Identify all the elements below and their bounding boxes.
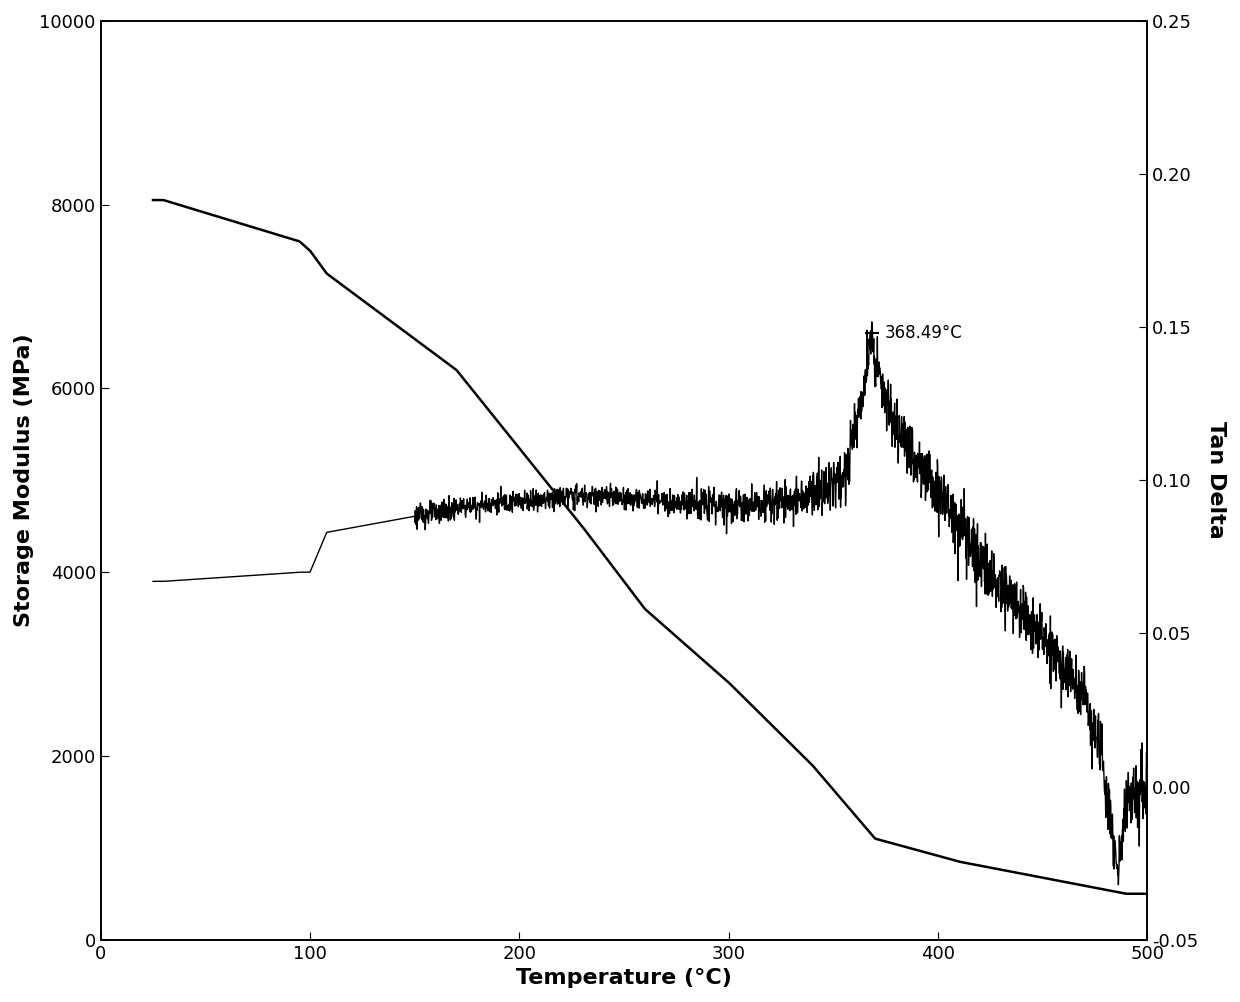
- X-axis label: Temperature (°C): Temperature (°C): [516, 968, 732, 988]
- Text: 368.49°C: 368.49°C: [884, 325, 962, 343]
- Y-axis label: Storage Modulus (MPa): Storage Modulus (MPa): [14, 334, 33, 627]
- Y-axis label: Tan Delta: Tan Delta: [1207, 422, 1226, 539]
